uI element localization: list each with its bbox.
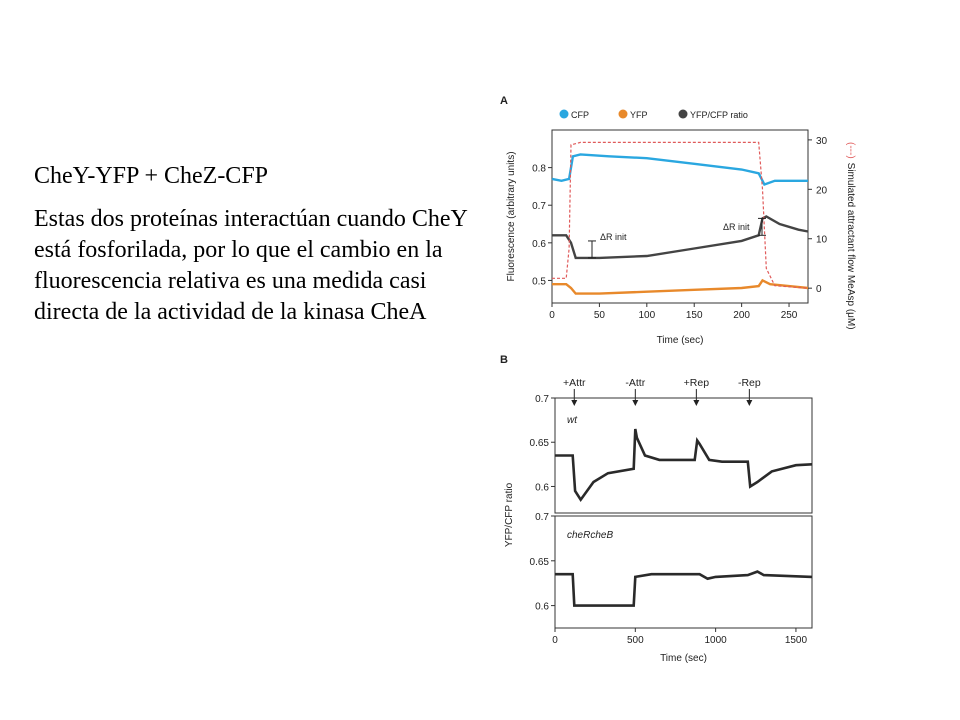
series-line-b-0 <box>555 428 813 503</box>
event-label-3: -Rep <box>738 377 761 389</box>
legend-label-2: YFP/CFP ratio <box>690 110 748 120</box>
x-tick-label-a-1: 50 <box>594 310 606 321</box>
subplot-frame-1 <box>554 515 813 629</box>
y-tick-label-b1-2: 0.6 <box>535 602 549 613</box>
x-tick-label-a-2: 100 <box>638 310 655 321</box>
series-line-a-2 <box>552 215 809 260</box>
panel-a-label: A <box>500 95 508 107</box>
event-label-0: +Attr <box>563 377 586 389</box>
delta-annotation-0: ΔR init <box>600 232 627 242</box>
y2-tick-label-a-3: 30 <box>816 136 828 147</box>
event-arrow-head-1 <box>632 400 639 406</box>
y-axis-label-a: Fluorescence (arbitrary units) <box>506 151 517 281</box>
subplot-name-0: wt <box>567 415 578 426</box>
y2-axis-label-a: (---) Simulated attractant flow MeAsp (μM… <box>845 142 856 330</box>
event-arrow-head-0 <box>571 400 578 406</box>
y-tick-label-a-2: 0.7 <box>532 201 546 212</box>
y2-tick-label-a-0: 0 <box>816 284 822 295</box>
series-line-b-1 <box>555 570 813 607</box>
y-axis-label-b: YFP/CFP ratio <box>504 482 515 547</box>
legend-label-0: CFP <box>571 110 589 120</box>
y-tick-label-b1-0: 0.7 <box>535 512 549 523</box>
event-arrow-head-2 <box>693 400 700 406</box>
slide-title: CheY-YFP + CheZ-CFP <box>34 163 269 189</box>
x-tick-label-a-3: 150 <box>686 310 703 321</box>
slide-text-block: CheY-YFP + CheZ-CFP Estas dos proteínas … <box>34 162 474 328</box>
x-tick-label-a-0: 0 <box>549 310 555 321</box>
event-arrow-head-3 <box>746 400 753 406</box>
legend-marker-1 <box>618 109 628 119</box>
legend-label-1: YFP <box>630 110 648 120</box>
y-tick-label-a-1: 0.6 <box>532 239 546 250</box>
x-axis-label-b: Time (sec) <box>660 653 707 664</box>
legend-marker-0 <box>559 109 569 119</box>
panel-a-frame <box>551 129 809 304</box>
subplot-name-1: cheRcheB <box>567 530 613 541</box>
panel-b-chart: B +Attr -Attr +Rep -Rep wt 0.7 0.65 0.6 cheRcheB 0… <box>500 354 813 664</box>
y-tick-label-b0-0: 0.7 <box>535 394 549 405</box>
y2-axis-label-text: Simulated attractant flow MeAsp (μM) <box>845 163 856 330</box>
x-tick-label-a-4: 200 <box>733 310 750 321</box>
legend-marker-2 <box>678 109 688 119</box>
event-label-2: +Rep <box>684 377 710 389</box>
x-tick-label-b-2: 1000 <box>705 635 728 646</box>
y-tick-label-a-0: 0.5 <box>532 276 546 287</box>
series-line-a-3 <box>552 141 809 289</box>
x-tick-label-b-3: 1500 <box>785 635 808 646</box>
event-label-1: -Attr <box>625 377 645 389</box>
x-tick-label-b-0: 0 <box>552 635 558 646</box>
subplot-frame-0 <box>554 397 813 514</box>
y2-tick-label-a-2: 20 <box>816 185 828 196</box>
slide-body-text: Estas dos proteínas interactúan cuando C… <box>34 206 467 325</box>
x-tick-label-a-5: 250 <box>781 310 798 321</box>
y-tick-label-b0-1: 0.65 <box>530 438 550 449</box>
x-axis-label-a: Time (sec) <box>657 335 704 346</box>
y-tick-label-b1-1: 0.65 <box>530 557 550 568</box>
y-tick-label-b0-2: 0.6 <box>535 482 549 493</box>
series-line-a-1 <box>552 278 809 295</box>
y2-legend-marker: (---) <box>845 142 856 159</box>
series-line-a-0 <box>551 153 808 186</box>
y-tick-label-a-3: 0.8 <box>532 164 546 175</box>
x-tick-label-b-1: 500 <box>627 635 644 646</box>
panel-b-label: B <box>500 354 508 366</box>
delta-annotation-1: ΔR init <box>723 222 750 232</box>
y2-tick-label-a-1: 10 <box>816 235 828 246</box>
